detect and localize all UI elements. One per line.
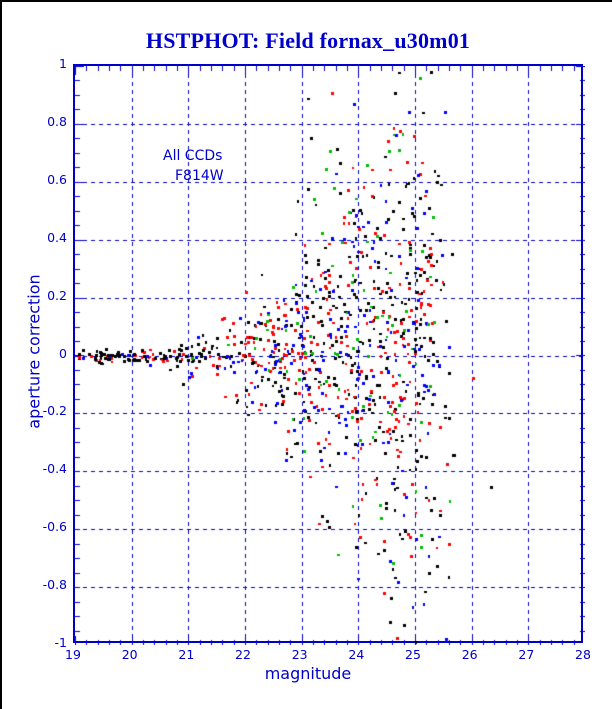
y-tick-label: -0.8	[42, 577, 67, 593]
x-tick-label: 26	[461, 647, 478, 662]
x-tick-label: 21	[178, 647, 195, 662]
x-tick-label: 20	[121, 647, 138, 662]
y-tick-label: 0.2	[47, 287, 67, 303]
y-tick-label: 0.6	[47, 171, 67, 187]
x-tick-label: 25	[405, 647, 421, 662]
y-tick-label: 0	[59, 345, 67, 361]
x-tick-label: 23	[291, 647, 308, 662]
annotation-filter: F814W	[175, 168, 224, 184]
x-tick-label: 19	[65, 647, 81, 662]
x-tick-label: 28	[575, 647, 591, 662]
y-tick-label: -0.2	[42, 403, 67, 419]
y-axis-title: aperture correction	[24, 274, 44, 429]
x-tick-label: 24	[348, 647, 365, 662]
x-tick-label: 27	[518, 647, 535, 662]
scatter-plot-canvas	[75, 66, 585, 645]
y-tick-label: 1	[59, 56, 67, 71]
x-tick-label: 22	[235, 647, 251, 662]
y-tick-label: -1	[54, 635, 67, 650]
y-tick-label: -0.6	[42, 519, 67, 535]
y-tick-label: -0.4	[42, 461, 67, 477]
x-axis-title: magnitude	[264, 664, 352, 683]
annotation-all-ccds: All CCDs	[163, 148, 223, 164]
y-tick-label: 0.4	[47, 229, 67, 245]
y-tick-label: 0.8	[47, 113, 67, 129]
plot-frame: All CCDs F814W	[73, 64, 585, 645]
page-title: HSTPHOT: Field fornax_u30m01	[145, 28, 471, 53]
